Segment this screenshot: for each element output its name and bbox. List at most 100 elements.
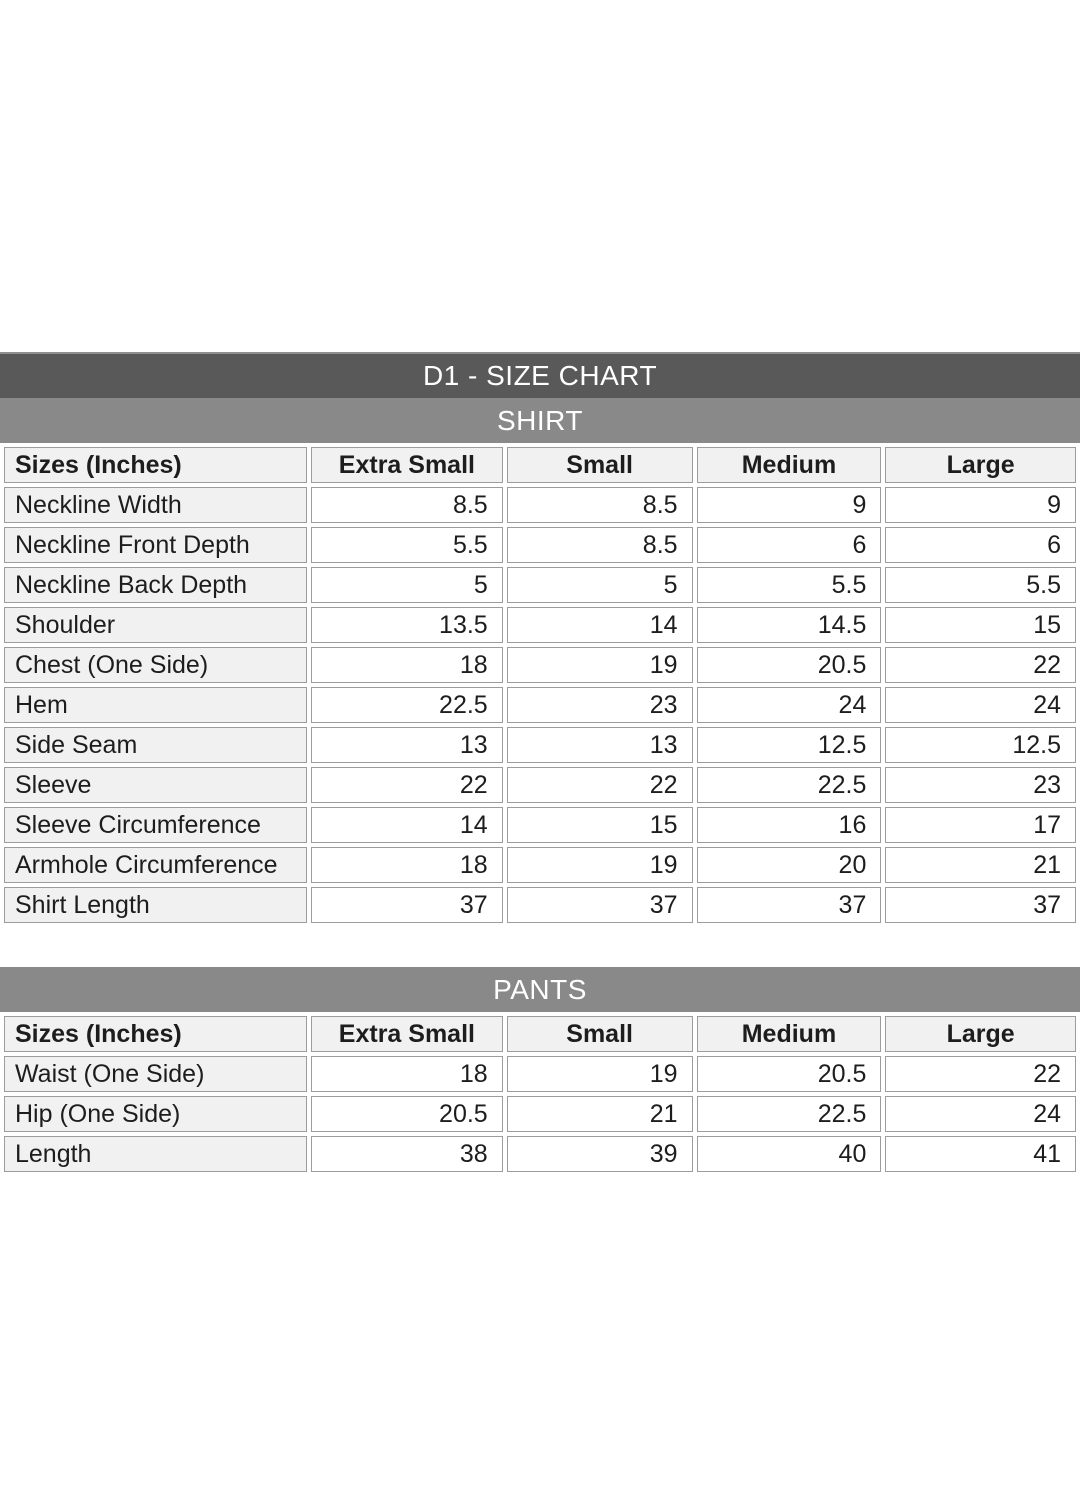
table-row: Chest (One Side) 18 19 20.5 22 [4, 647, 1076, 683]
measurement-value: 37 [506, 887, 693, 923]
pants-size-table: Sizes (Inches) Extra Small Small Medium Larg… [0, 1012, 1080, 1176]
size-column-header: Small [506, 1016, 693, 1052]
measurement-label: Neckline Width [4, 487, 308, 523]
chart-title-bar: D1 - SIZE CHART [0, 352, 1080, 398]
measurement-value: 20.5 [696, 647, 882, 683]
measurement-value: 15 [506, 807, 693, 843]
section-gap [0, 927, 1080, 967]
measurement-label: Hem [4, 687, 308, 723]
table-row: Sleeve 22 22 22.5 23 [4, 767, 1076, 803]
pants-table-body: Waist (One Side) 18 19 20.5 22 Hip (One Side)… [4, 1056, 1076, 1172]
table-row: Hem 22.5 23 24 24 [4, 687, 1076, 723]
measurement-value: 24 [696, 687, 882, 723]
measurement-value: 6 [885, 527, 1076, 563]
measurement-value: 22 [311, 767, 503, 803]
table-row: Shirt Length 37 37 37 37 [4, 887, 1076, 923]
table-row: Waist (One Side) 18 19 20.5 22 [4, 1056, 1076, 1092]
measurement-value: 5.5 [696, 567, 882, 603]
measurement-value: 8.5 [506, 527, 693, 563]
measurement-value: 41 [885, 1136, 1076, 1172]
measurement-value: 19 [506, 647, 693, 683]
measurement-value: 5 [311, 567, 503, 603]
measurement-value: 14 [311, 807, 503, 843]
table-row: Neckline Back Depth 5 5 5.5 5.5 [4, 567, 1076, 603]
table-row: Shoulder 13.5 14 14.5 15 [4, 607, 1076, 643]
measurement-value: 18 [311, 647, 503, 683]
measurement-value: 22.5 [696, 1096, 882, 1132]
measurement-value: 14 [506, 607, 693, 643]
measurement-value: 23 [885, 767, 1076, 803]
size-column-header: Medium [696, 1016, 882, 1052]
measurement-label: Length [4, 1136, 308, 1172]
measurement-label: Sleeve Circumference [4, 807, 308, 843]
measurement-label: Side Seam [4, 727, 308, 763]
measurement-value: 5 [506, 567, 693, 603]
measurement-label: Neckline Front Depth [4, 527, 308, 563]
measurement-value: 18 [311, 1056, 503, 1092]
measurement-value: 39 [506, 1136, 693, 1172]
measurement-value: 38 [311, 1136, 503, 1172]
measurement-value: 18 [311, 847, 503, 883]
size-column-header: Extra Small [311, 447, 503, 483]
measurement-label: Sleeve [4, 767, 308, 803]
measurement-value: 37 [885, 887, 1076, 923]
measurement-value: 5.5 [311, 527, 503, 563]
measurement-label: Shirt Length [4, 887, 308, 923]
measurement-value: 19 [506, 847, 693, 883]
measurement-value: 13 [506, 727, 693, 763]
table-row: Sleeve Circumference 14 15 16 17 [4, 807, 1076, 843]
measurement-value: 19 [506, 1056, 693, 1092]
table-row: Length 38 39 40 41 [4, 1136, 1076, 1172]
header-row: Sizes (Inches) Extra Small Small Medium Larg… [4, 447, 1076, 483]
measurement-value: 16 [696, 807, 882, 843]
measurement-value: 9 [696, 487, 882, 523]
table-row: Armhole Circumference 18 19 20 21 [4, 847, 1076, 883]
size-column-header: Large [885, 1016, 1076, 1052]
measurement-value: 22 [506, 767, 693, 803]
measurement-value: 13 [311, 727, 503, 763]
size-column-header: Extra Small [311, 1016, 503, 1052]
measurement-value: 13.5 [311, 607, 503, 643]
measurement-label: Neckline Back Depth [4, 567, 308, 603]
measurement-value: 37 [311, 887, 503, 923]
measurement-label: Hip (One Side) [4, 1096, 308, 1132]
shirt-section-bar: SHIRT [0, 398, 1080, 443]
measurement-value: 17 [885, 807, 1076, 843]
measurement-label: Waist (One Side) [4, 1056, 308, 1092]
measurement-value: 40 [696, 1136, 882, 1172]
measurement-value: 8.5 [506, 487, 693, 523]
measurement-value: 22 [885, 1056, 1076, 1092]
table-row: Side Seam 13 13 12.5 12.5 [4, 727, 1076, 763]
measurement-value: 22.5 [311, 687, 503, 723]
measurement-value: 12.5 [885, 727, 1076, 763]
measurement-label: Shoulder [4, 607, 308, 643]
measurement-value: 22.5 [696, 767, 882, 803]
pants-table-head: Sizes (Inches) Extra Small Small Medium Larg… [4, 1016, 1076, 1052]
measurement-value: 9 [885, 487, 1076, 523]
measurement-value: 8.5 [311, 487, 503, 523]
measurement-value: 24 [885, 687, 1076, 723]
measurement-value: 20 [696, 847, 882, 883]
measurement-label: Chest (One Side) [4, 647, 308, 683]
table-row: Hip (One Side) 20.5 21 22.5 24 [4, 1096, 1076, 1132]
sizes-column-header: Sizes (Inches) [4, 447, 308, 483]
table-row: Neckline Width 8.5 8.5 9 9 [4, 487, 1076, 523]
measurement-value: 6 [696, 527, 882, 563]
size-column-header: Medium [696, 447, 882, 483]
table-row: Neckline Front Depth 5.5 8.5 6 6 [4, 527, 1076, 563]
measurement-value: 22 [885, 647, 1076, 683]
measurement-value: 21 [885, 847, 1076, 883]
sizes-column-header: Sizes (Inches) [4, 1016, 308, 1052]
shirt-table-head: Sizes (Inches) Extra Small Small Medium Larg… [4, 447, 1076, 483]
pants-section-bar: PANTS [0, 967, 1080, 1012]
shirt-section: SHIRT Sizes (Inches) Extra Small Small Medi… [0, 398, 1080, 927]
measurement-value: 37 [696, 887, 882, 923]
measurement-value: 12.5 [696, 727, 882, 763]
measurement-value: 20.5 [311, 1096, 503, 1132]
shirt-section-title: SHIRT [497, 404, 583, 436]
shirt-size-table: Sizes (Inches) Extra Small Small Medium Larg… [0, 443, 1080, 927]
size-column-header: Large [885, 447, 1076, 483]
measurement-value: 14.5 [696, 607, 882, 643]
measurement-value: 5.5 [885, 567, 1076, 603]
